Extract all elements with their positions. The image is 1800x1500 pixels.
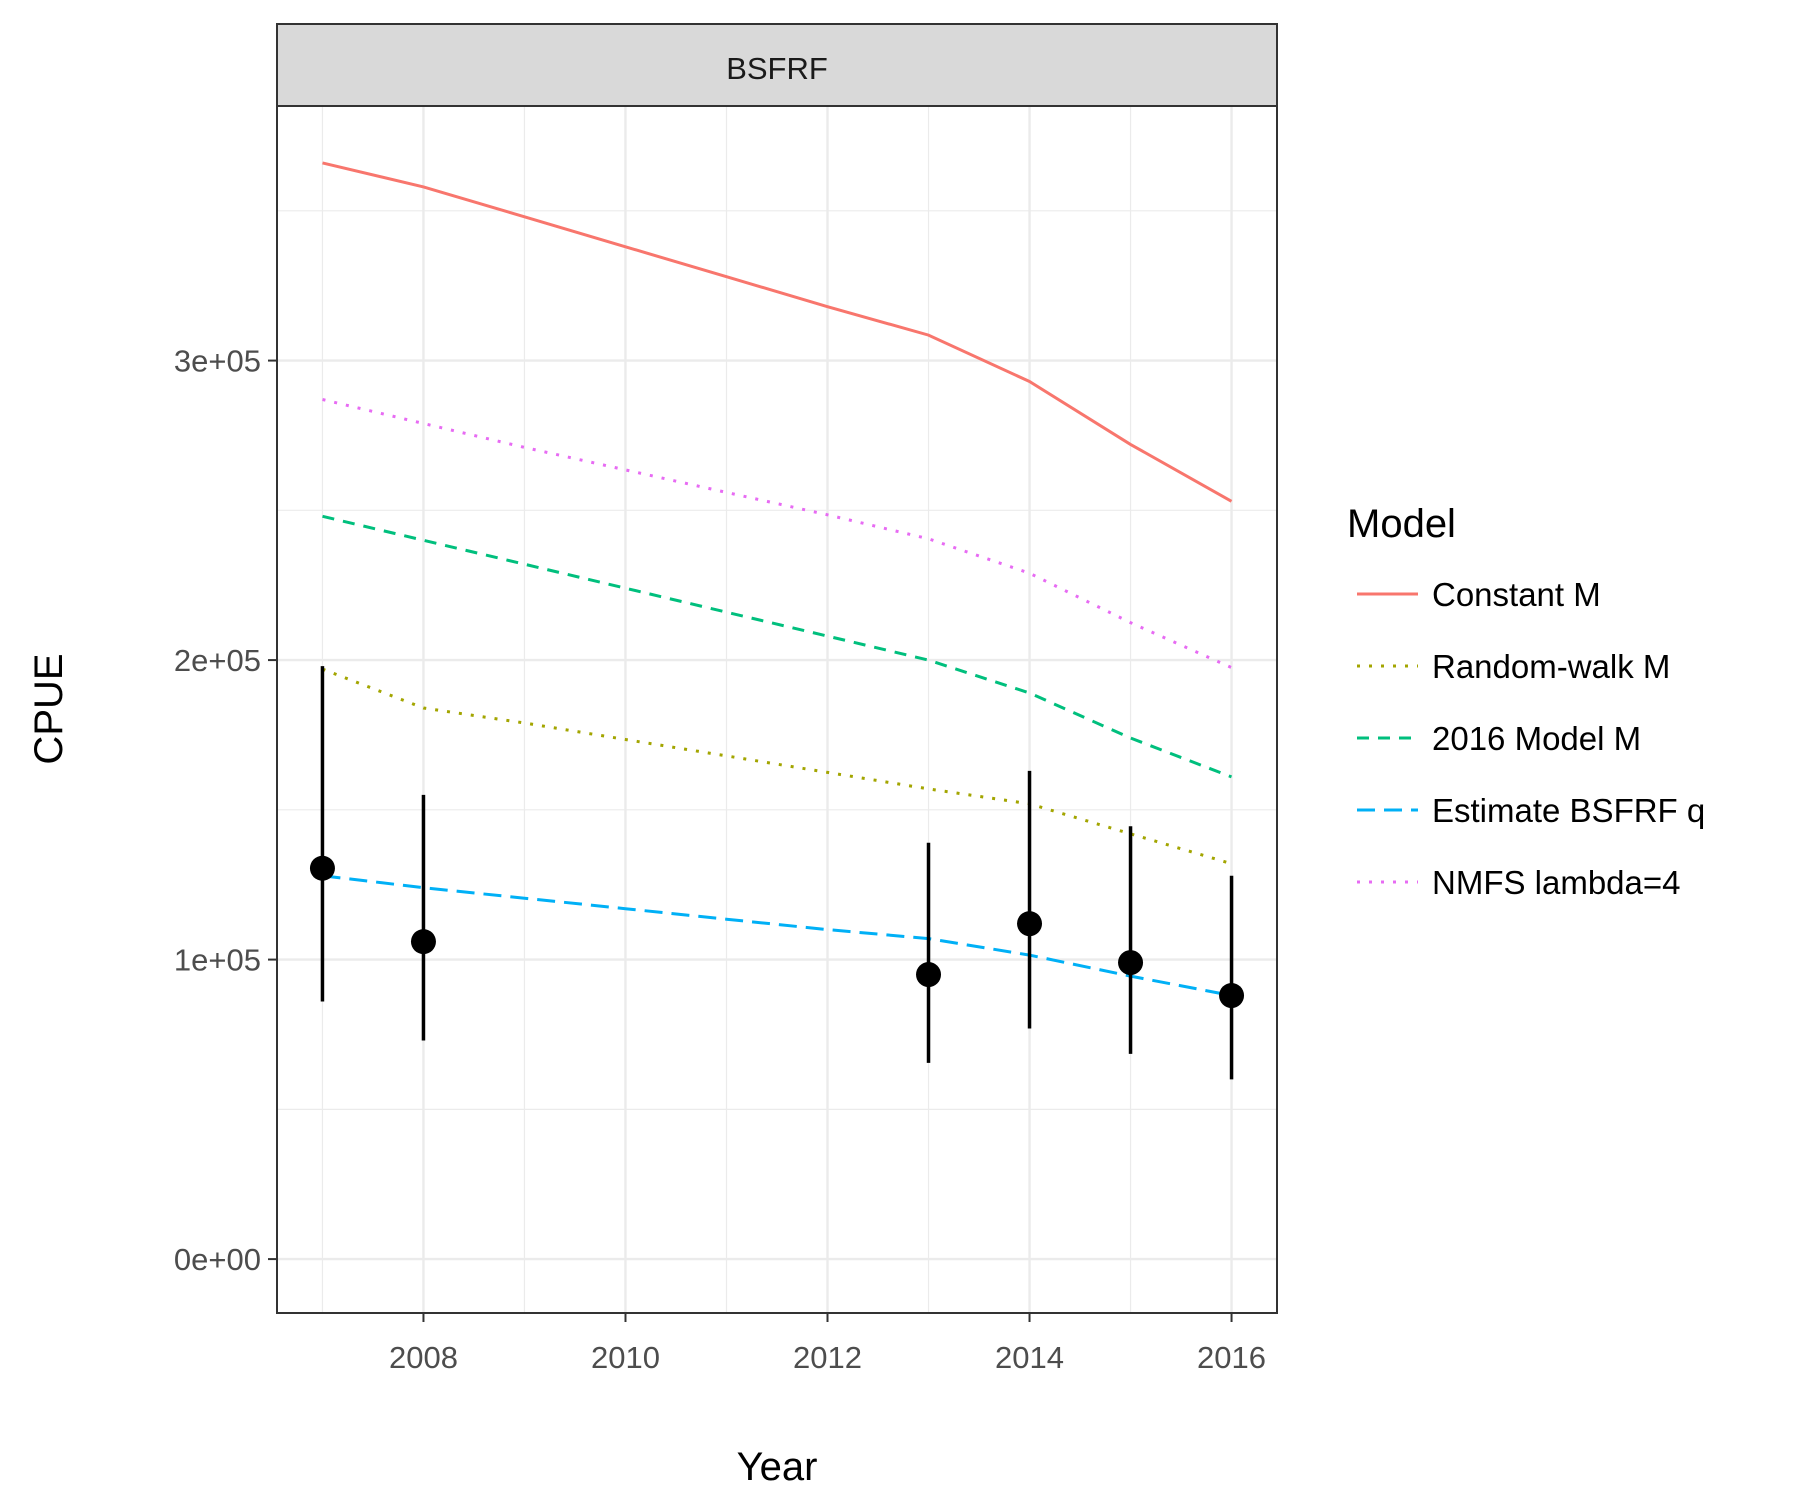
series-line-4 bbox=[322, 874, 1232, 997]
x-tick-label: 2010 bbox=[591, 1340, 660, 1375]
y-axis-title: CPUE bbox=[27, 653, 71, 764]
plot-background bbox=[277, 106, 1277, 1313]
observations bbox=[309, 666, 1245, 1080]
data-point bbox=[309, 855, 335, 881]
x-tick-label: 2008 bbox=[389, 1340, 458, 1375]
data-point bbox=[1017, 911, 1043, 937]
legend: Model Constant M Random-walk M 2016 Model … bbox=[1347, 502, 1705, 901]
data-point bbox=[410, 929, 436, 955]
data-point bbox=[916, 962, 942, 988]
minor-grid bbox=[277, 106, 1277, 1313]
y-tick-label: 2e+05 bbox=[174, 643, 261, 678]
x-tick-label: 2014 bbox=[995, 1340, 1064, 1375]
data-point bbox=[1118, 950, 1144, 976]
y-tick-label: 1e+05 bbox=[174, 943, 261, 978]
series-line-3 bbox=[322, 514, 1233, 779]
legend-label-3: 2016 Model M bbox=[1432, 720, 1641, 757]
y-tick-label: 3e+05 bbox=[174, 344, 261, 379]
x-axis: 2008 2010 2012 2014 2016 bbox=[389, 1313, 1266, 1375]
legend-label-2: Random-walk M bbox=[1432, 648, 1670, 685]
y-tick-label: 0e+00 bbox=[174, 1242, 261, 1277]
facet-label: BSFRF bbox=[726, 51, 828, 86]
legend-title: Model bbox=[1347, 502, 1456, 546]
legend-label-4: Estimate BSFRF q bbox=[1432, 792, 1705, 829]
y-axis: 0e+00 1e+05 2e+05 3e+05 bbox=[174, 344, 277, 1277]
x-tick-label: 2016 bbox=[1197, 1340, 1266, 1375]
legend-label-5: NMFS lambda=4 bbox=[1432, 864, 1681, 901]
data-point bbox=[1219, 983, 1245, 1009]
facet-strip bbox=[276, 23, 1278, 107]
x-axis-title: Year bbox=[737, 1445, 818, 1489]
series-lines bbox=[321, 161, 1233, 997]
series-line-1 bbox=[322, 161, 1233, 503]
x-tick-label: 2012 bbox=[793, 1340, 862, 1375]
legend-label-1: Constant M bbox=[1432, 576, 1601, 613]
